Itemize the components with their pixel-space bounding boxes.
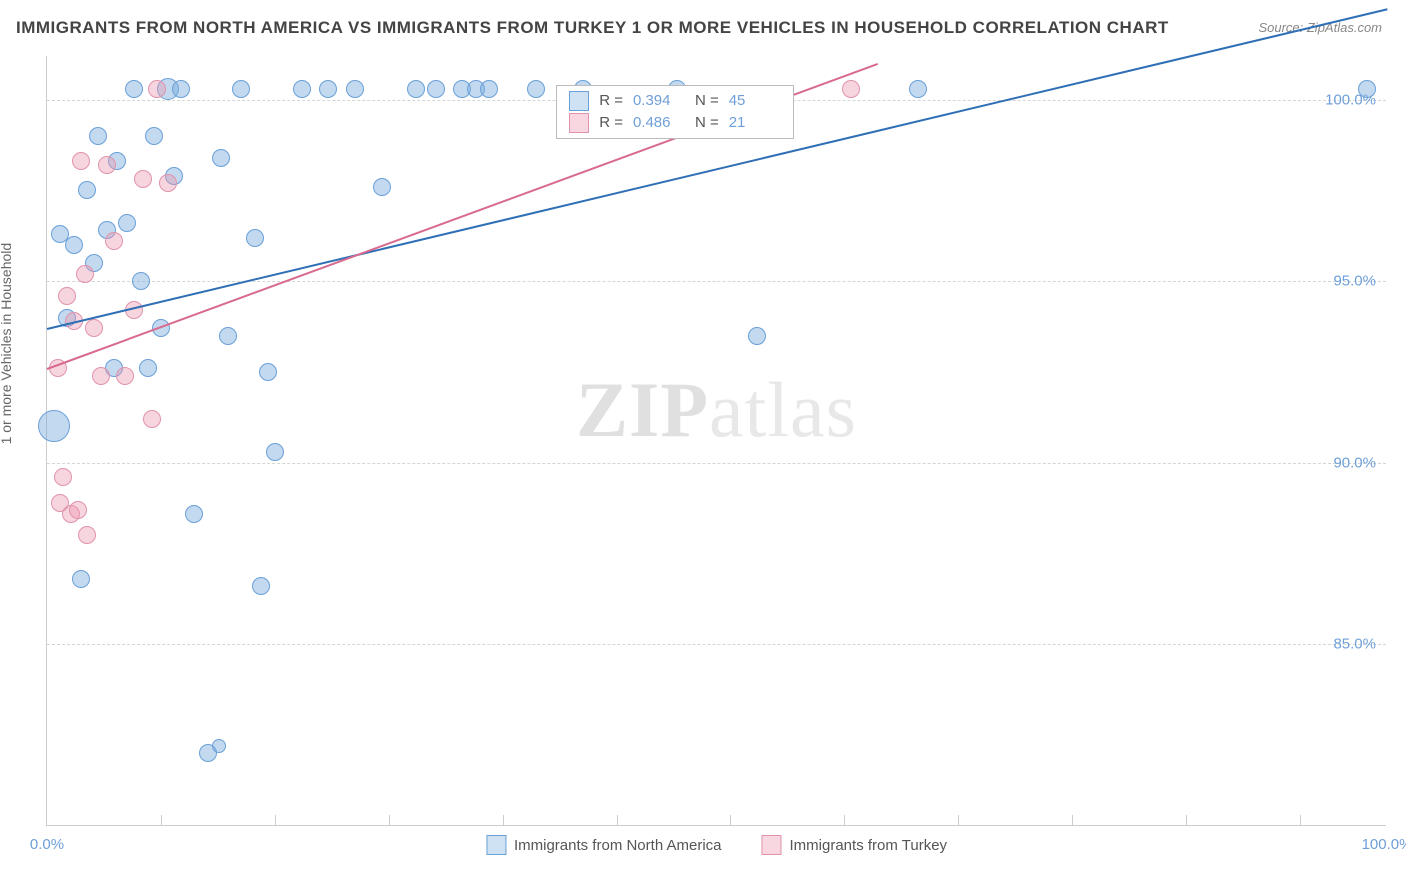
y-tick-label: 95.0% — [1333, 273, 1376, 290]
legend-bottom: Immigrants from North America Immigrants … — [486, 835, 947, 855]
x-minor-tick — [730, 815, 731, 825]
scatter-point — [89, 127, 107, 145]
y-tick-label: 85.0% — [1333, 636, 1376, 653]
scatter-point — [125, 80, 143, 98]
legend-r-label: R = — [599, 90, 623, 112]
watermark-bold: ZIP — [576, 366, 709, 453]
scatter-point — [38, 410, 70, 442]
scatter-point — [480, 80, 498, 98]
scatter-point — [58, 287, 76, 305]
scatter-point — [65, 236, 83, 254]
chart-source: Source: ZipAtlas.com — [1258, 20, 1382, 35]
x-minor-tick — [275, 815, 276, 825]
y-tick-label: 90.0% — [1333, 454, 1376, 471]
scatter-point — [85, 319, 103, 337]
scatter-point — [172, 80, 190, 98]
x-minor-tick — [1300, 815, 1301, 825]
x-minor-tick — [503, 815, 504, 825]
scatter-point — [92, 367, 110, 385]
scatter-point — [78, 181, 96, 199]
scatter-point — [72, 152, 90, 170]
scatter-point — [219, 327, 237, 345]
x-minor-tick — [1186, 815, 1187, 825]
legend-r-label: R = — [599, 112, 623, 134]
scatter-point — [134, 170, 152, 188]
y-axis-label: 1 or more Vehicles in Household — [0, 243, 14, 445]
scatter-point — [185, 505, 203, 523]
scatter-point — [143, 410, 161, 428]
legend-r-value: 0.486 — [633, 112, 685, 134]
scatter-point — [259, 363, 277, 381]
x-tick-label-right: 100.0% — [1362, 836, 1406, 853]
legend-stats-box: R = 0.394 N = 45 R = 0.486 N = 21 — [556, 85, 794, 139]
scatter-point — [54, 468, 72, 486]
legend-n-label: N = — [695, 90, 719, 112]
scatter-point — [98, 156, 116, 174]
scatter-point — [246, 229, 264, 247]
x-minor-tick — [617, 815, 618, 825]
scatter-point — [148, 80, 166, 98]
scatter-point — [105, 232, 123, 250]
scatter-point — [1358, 80, 1376, 98]
legend-bottom-item: Immigrants from North America — [486, 835, 722, 855]
scatter-point — [116, 367, 134, 385]
scatter-point — [842, 80, 860, 98]
scatter-plot-area: ZIPatlas 85.0%90.0%95.0%100.0%0.0%100.0%… — [46, 56, 1386, 826]
x-minor-tick — [844, 815, 845, 825]
scatter-point — [266, 443, 284, 461]
gridline-horizontal — [47, 463, 1386, 464]
x-minor-tick — [389, 815, 390, 825]
legend-swatch — [569, 91, 589, 111]
scatter-point — [407, 80, 425, 98]
scatter-point — [319, 80, 337, 98]
scatter-point — [139, 359, 157, 377]
scatter-point — [373, 178, 391, 196]
scatter-point — [527, 80, 545, 98]
scatter-point — [69, 501, 87, 519]
legend-n-value: 21 — [729, 112, 781, 134]
scatter-point — [145, 127, 163, 145]
scatter-point — [252, 577, 270, 595]
legend-stats-row: R = 0.486 N = 21 — [569, 112, 781, 134]
scatter-point — [748, 327, 766, 345]
legend-swatch — [486, 835, 506, 855]
legend-swatch — [569, 113, 589, 133]
legend-r-value: 0.394 — [633, 90, 685, 112]
legend-n-label: N = — [695, 112, 719, 134]
legend-swatch — [762, 835, 782, 855]
chart-header: IMMIGRANTS FROM NORTH AMERICA VS IMMIGRA… — [0, 18, 1406, 48]
x-minor-tick — [161, 815, 162, 825]
scatter-point — [118, 214, 136, 232]
scatter-point — [212, 149, 230, 167]
legend-bottom-item: Immigrants from Turkey — [762, 835, 948, 855]
scatter-point — [232, 80, 250, 98]
scatter-point — [132, 272, 150, 290]
watermark: ZIPatlas — [576, 365, 857, 455]
x-tick-label-left: 0.0% — [30, 836, 64, 853]
x-minor-tick — [1072, 815, 1073, 825]
gridline-horizontal — [47, 644, 1386, 645]
legend-n-value: 45 — [729, 90, 781, 112]
legend-series-name: Immigrants from Turkey — [790, 837, 948, 854]
watermark-light: atlas — [709, 366, 857, 453]
chart-title: IMMIGRANTS FROM NORTH AMERICA VS IMMIGRA… — [16, 18, 1169, 38]
scatter-point — [909, 80, 927, 98]
legend-stats-row: R = 0.394 N = 45 — [569, 90, 781, 112]
legend-series-name: Immigrants from North America — [514, 837, 722, 854]
scatter-point — [427, 80, 445, 98]
scatter-point — [72, 570, 90, 588]
scatter-point — [159, 174, 177, 192]
scatter-point — [78, 526, 96, 544]
scatter-point — [346, 80, 364, 98]
scatter-point — [293, 80, 311, 98]
x-minor-tick — [958, 815, 959, 825]
scatter-point — [212, 739, 226, 753]
scatter-point — [76, 265, 94, 283]
